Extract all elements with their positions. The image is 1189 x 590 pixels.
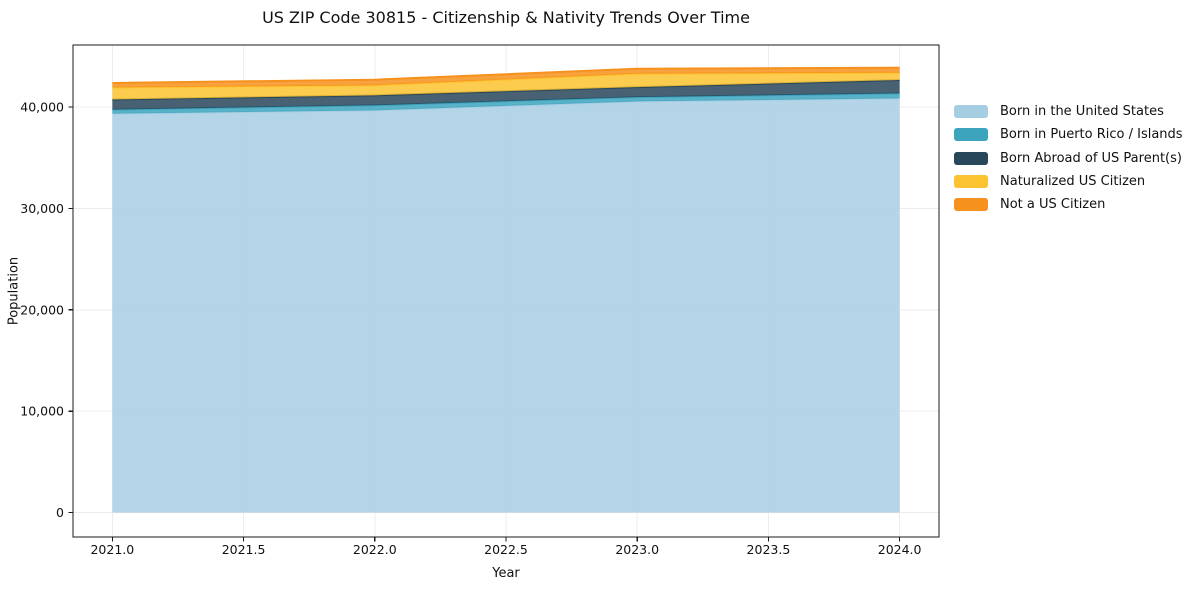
y-tick-label: 40,000 <box>20 99 64 114</box>
x-tick-label: 2021.0 <box>90 542 134 557</box>
legend-label: Naturalized US Citizen <box>1000 174 1146 190</box>
legend-swatch <box>954 151 988 165</box>
area-naturalized-us-citizen <box>112 72 900 100</box>
legend-item: Born Abroad of US Parent(s) <box>954 147 1183 170</box>
x-tick-label: 2023.0 <box>615 542 659 557</box>
legend-swatch <box>954 128 988 142</box>
area-born-in-puerto-rico-islands <box>112 93 900 114</box>
legend-swatch <box>954 198 988 212</box>
chart-title: US ZIP Code 30815 - Citizenship & Nativi… <box>262 8 750 27</box>
legend-label: Not a US Citizen <box>1000 197 1106 213</box>
legend-label: Born in Puerto Rico / Islands <box>1000 127 1183 143</box>
x-tick-label: 2023.5 <box>747 542 791 557</box>
legend-swatch <box>954 105 988 119</box>
legend-item: Born in Puerto Rico / Islands <box>954 123 1183 146</box>
x-tick-label: 2024.0 <box>878 542 922 557</box>
y-axis-label: Population <box>6 256 22 326</box>
legend-item: Naturalized US Citizen <box>954 170 1183 193</box>
area-born-abroad-of-us-parent-s- <box>112 80 900 110</box>
legend-item: Born in the United States <box>954 100 1183 123</box>
y-tick-label: 0 <box>56 505 64 520</box>
x-axis-label: Year <box>492 566 520 581</box>
x-tick-label: 2022.0 <box>353 542 397 557</box>
area-born-in-the-united-states <box>112 98 900 513</box>
legend-label: Born Abroad of US Parent(s) <box>1000 150 1182 166</box>
y-tick-label: 10,000 <box>20 404 64 419</box>
legend: Born in the United States Born in Puerto … <box>954 100 1183 216</box>
area-edge-not-a-us-citizen <box>112 66 900 84</box>
area-not-a-us-citizen <box>112 67 900 88</box>
x-tick-label: 2022.5 <box>484 542 528 557</box>
legend-label: Born in the United States <box>1000 104 1164 120</box>
y-tick-label: 20,000 <box>20 302 64 317</box>
y-tick-label: 30,000 <box>20 201 64 216</box>
x-tick-label: 2021.5 <box>222 542 266 557</box>
legend-swatch <box>954 175 988 189</box>
legend-item: Not a US Citizen <box>954 193 1183 216</box>
